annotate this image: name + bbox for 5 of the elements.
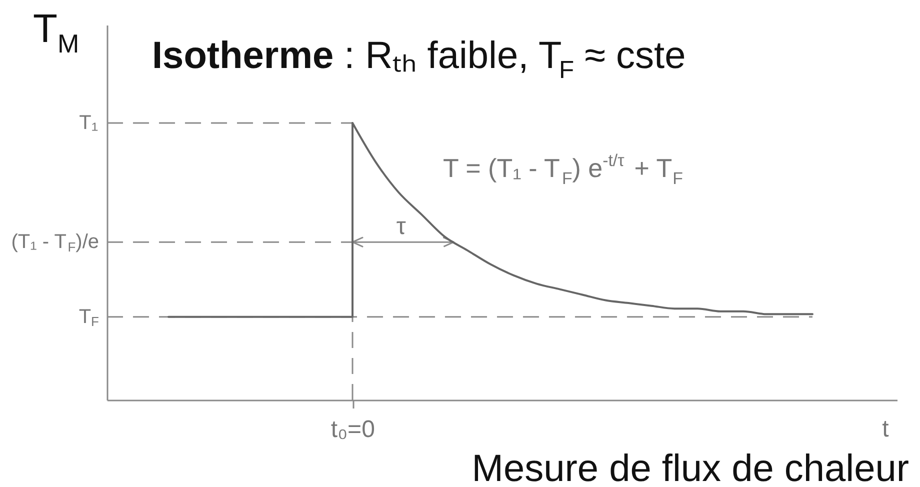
text: Mesure de flux de chaleur <box>472 448 910 487</box>
annotation: τ <box>396 213 406 240</box>
text: t₀=0 <box>330 416 375 443</box>
ref-line-label: T₁ <box>79 112 98 134</box>
x-axis-title: t <box>882 416 890 442</box>
